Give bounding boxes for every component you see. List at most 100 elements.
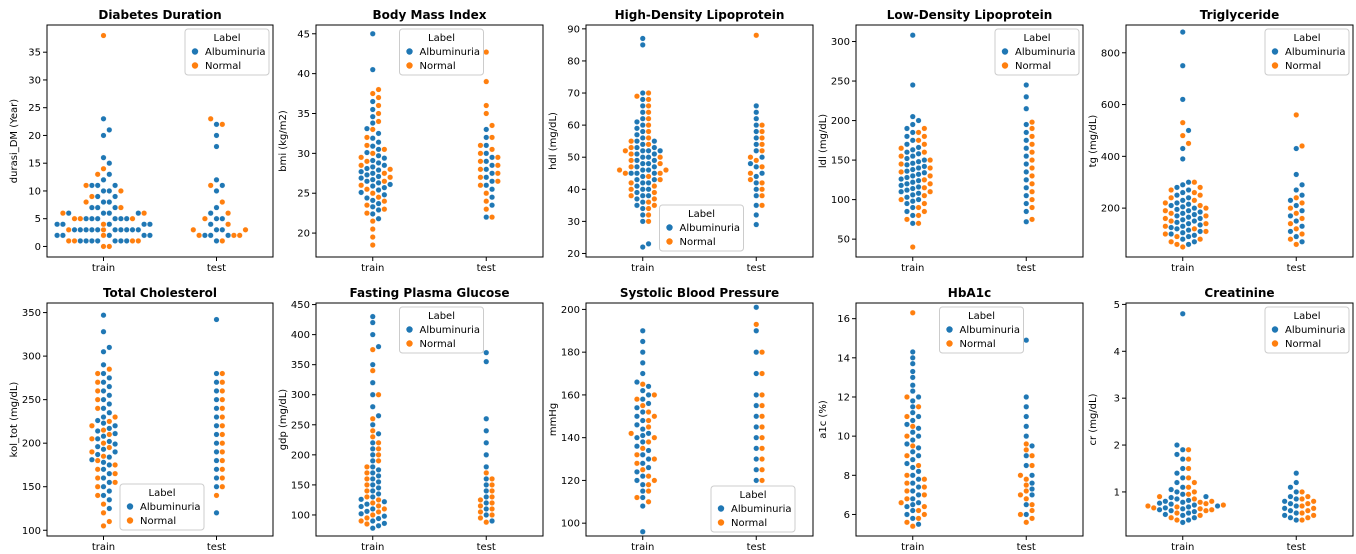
data-point [903, 480, 910, 487]
data-point [633, 404, 640, 411]
data-point [363, 165, 370, 172]
data-point [651, 413, 658, 420]
data-point [645, 383, 652, 390]
data-point [1293, 202, 1300, 209]
data-point [1168, 186, 1175, 193]
legend-marker-albuminuria [406, 48, 413, 55]
data-point [903, 194, 910, 201]
data-point [909, 487, 916, 494]
data-point [375, 179, 382, 186]
data-point [213, 466, 220, 473]
data-point [369, 98, 376, 105]
data-point [489, 134, 496, 141]
data-point [753, 122, 760, 129]
data-point [1185, 233, 1192, 240]
data-point [633, 176, 640, 183]
data-point [921, 484, 928, 491]
data-point [651, 157, 658, 164]
data-point [747, 170, 754, 177]
legend-title: Label [688, 209, 715, 220]
data-point [477, 158, 484, 165]
data-point [83, 237, 90, 244]
data-point [358, 168, 365, 175]
x-tick-label-train: train [1171, 263, 1194, 274]
data-point [921, 125, 928, 132]
data-point [915, 499, 922, 506]
data-point [927, 180, 934, 187]
data-point [1310, 505, 1317, 512]
data-point [219, 379, 226, 386]
data-point [909, 348, 916, 355]
data-point [117, 237, 124, 244]
data-point [100, 132, 107, 139]
data-point [106, 199, 113, 206]
data-point [651, 176, 658, 183]
data-point [483, 158, 490, 165]
y-tick-label: 200 [291, 450, 310, 461]
data-point [369, 226, 376, 233]
data-point [633, 131, 640, 138]
data-point [369, 451, 376, 458]
data-point [1029, 188, 1036, 195]
data-point [489, 178, 496, 185]
data-point [633, 477, 640, 484]
data-point [483, 469, 490, 476]
legend: Label Albuminuria Normal [399, 306, 484, 354]
data-point [381, 520, 388, 527]
data-point [753, 304, 760, 311]
y-tick-label: 100 [831, 195, 850, 206]
data-point [213, 370, 220, 377]
data-point [639, 160, 646, 167]
data-point [83, 199, 90, 206]
data-point [100, 509, 107, 516]
data-point [375, 159, 382, 166]
data-point [915, 444, 922, 451]
data-point [1299, 238, 1306, 245]
data-point [219, 448, 226, 455]
data-point [100, 328, 107, 335]
plot-frame [585, 24, 814, 258]
data-point [1017, 491, 1024, 498]
data-point [94, 387, 101, 394]
data-point [483, 102, 490, 109]
data-point [369, 525, 376, 532]
data-point [363, 475, 370, 482]
y-axis-label: gdp (mg/dL) [278, 389, 289, 451]
data-point [927, 172, 934, 179]
data-point [753, 391, 760, 398]
data-point [628, 157, 635, 164]
legend-title: Label [428, 311, 455, 322]
data-point [369, 469, 376, 476]
data-point [213, 387, 220, 394]
data-point [106, 418, 113, 425]
data-point [489, 162, 496, 169]
data-point [1023, 218, 1030, 225]
data-point [1173, 206, 1180, 213]
data-point [1179, 119, 1186, 126]
data-point [219, 405, 226, 412]
data-point [483, 126, 490, 133]
data-point [106, 409, 113, 416]
data-point [1179, 181, 1186, 188]
data-point [909, 137, 916, 144]
legend: Label Albuminuria Normal [1264, 28, 1350, 76]
data-point [645, 240, 652, 247]
data-point [1197, 505, 1204, 512]
data-point [915, 476, 922, 483]
data-point [651, 170, 658, 177]
data-point [903, 216, 910, 223]
data-point [489, 154, 496, 161]
legend-marker-albuminuria [666, 224, 673, 231]
data-point [909, 146, 916, 153]
data-point [633, 443, 640, 450]
legend-box [659, 204, 744, 252]
data-point [1023, 337, 1030, 344]
y-tick-label: 12 [837, 392, 850, 403]
data-point [219, 475, 226, 482]
data-point [645, 423, 652, 430]
legend-marker-normal [717, 519, 725, 526]
data-point [369, 361, 376, 368]
data-point [1185, 201, 1192, 208]
data-point [1162, 511, 1169, 518]
data-point [213, 457, 220, 464]
